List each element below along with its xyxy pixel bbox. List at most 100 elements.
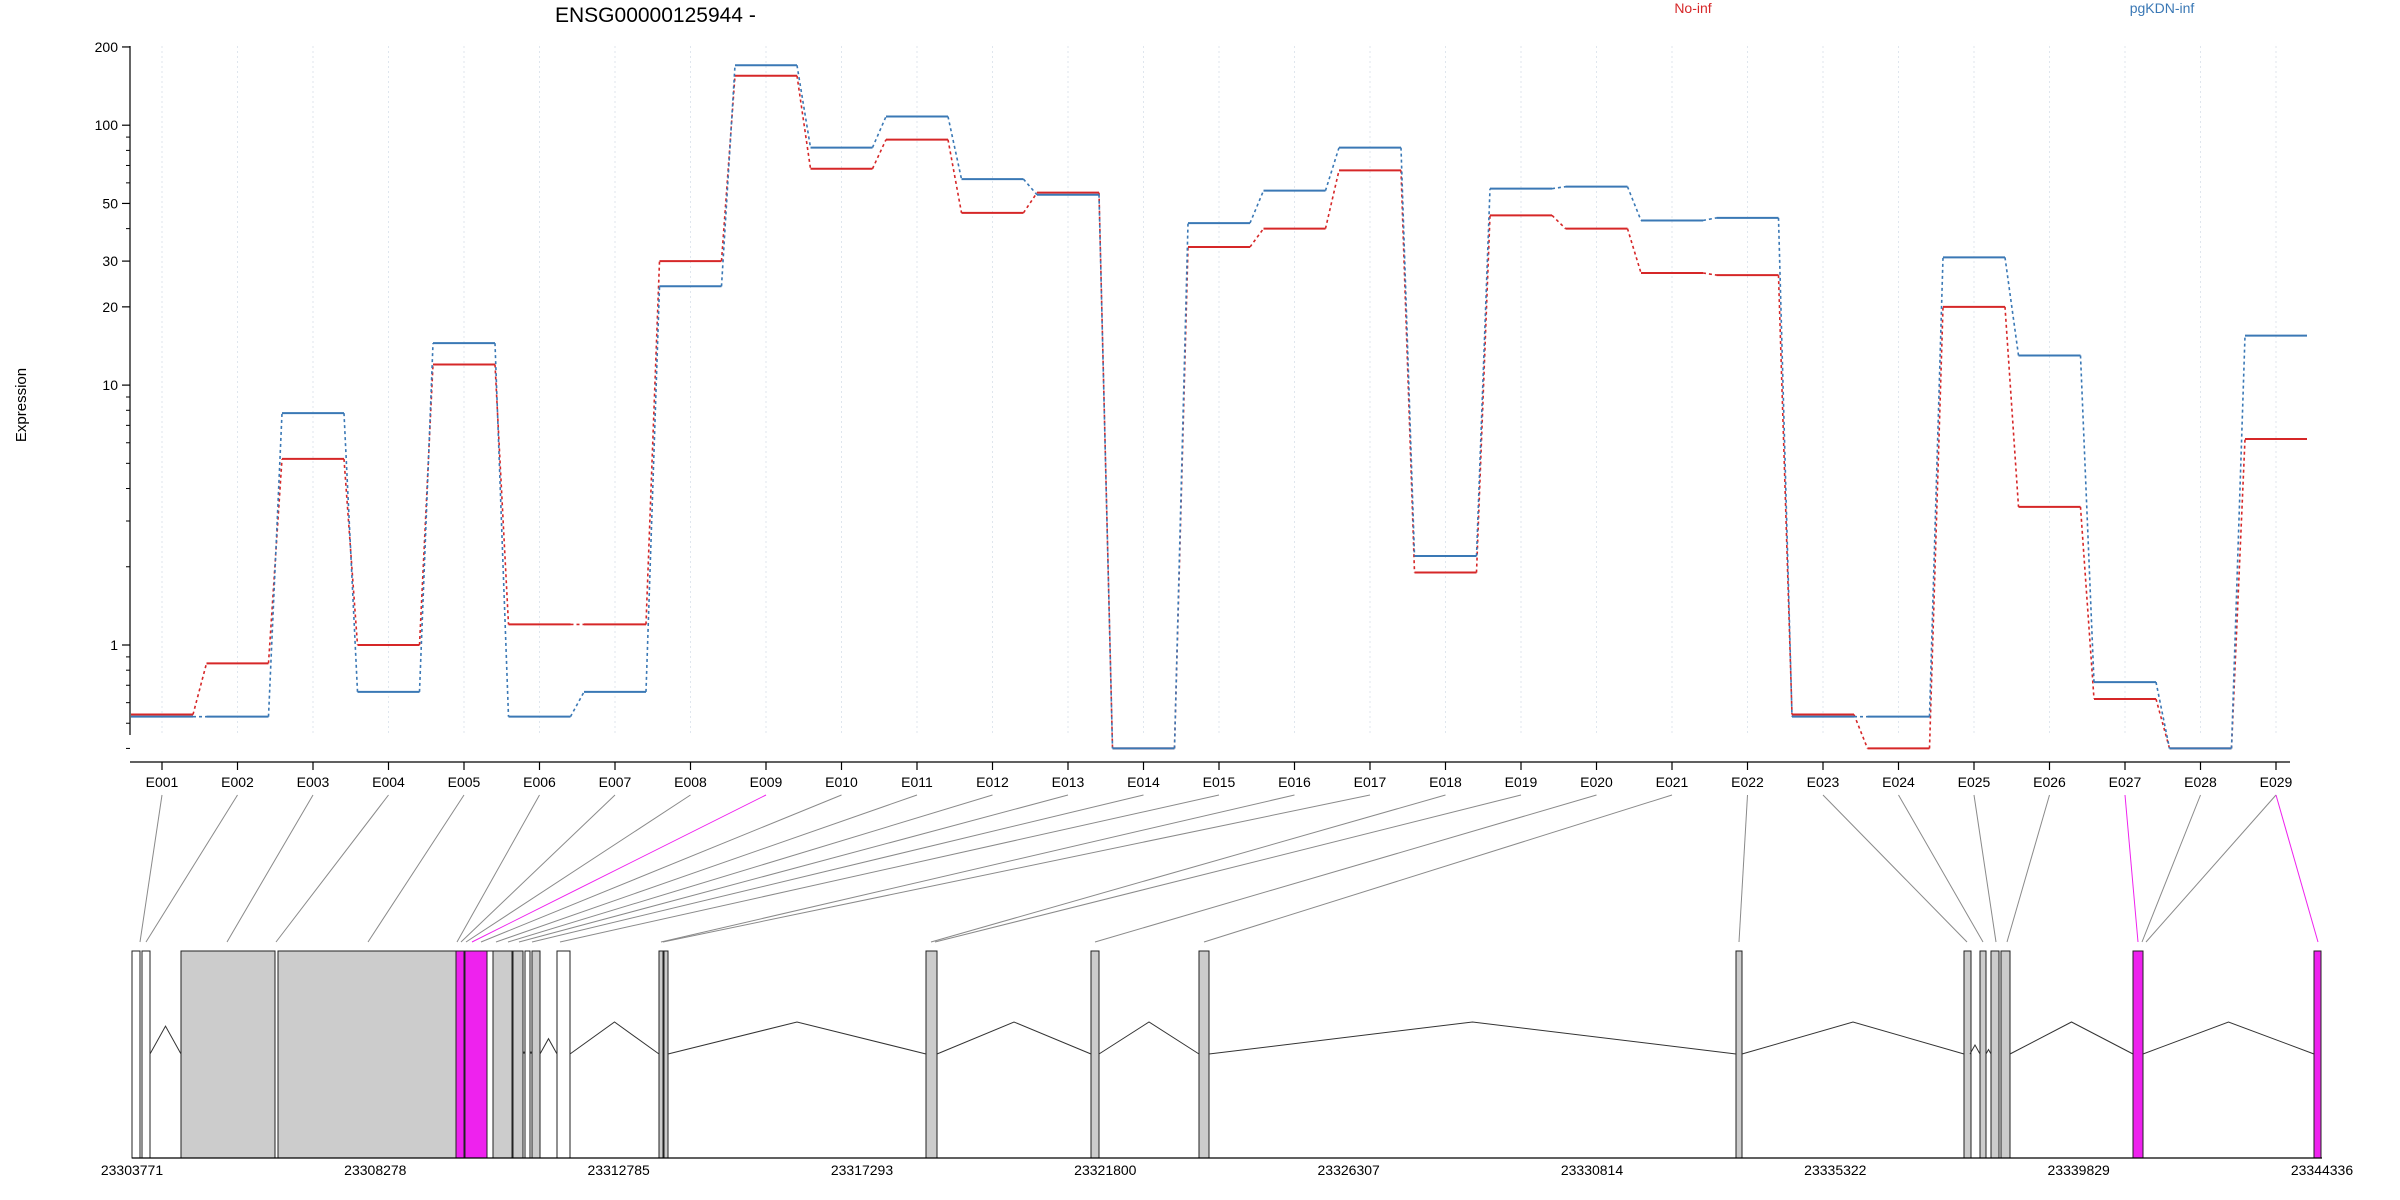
exon-connector <box>1973 794 1997 943</box>
series-connector <box>2230 439 2246 749</box>
exon-block <box>1963 950 1972 1159</box>
series-connector <box>343 413 359 692</box>
series-connector <box>343 458 359 646</box>
y-tick-label: 10 <box>102 377 118 393</box>
exon-block <box>925 950 938 1159</box>
expression-series <box>131 64 2307 750</box>
series-connector <box>1022 178 1038 196</box>
coord-tick-label: 23321800 <box>1074 1162 1137 1178</box>
coord-tick-label: 23303771 <box>101 1162 164 1178</box>
series-connector <box>1022 192 1038 214</box>
exon-connector <box>1898 794 1984 943</box>
exon-connector <box>662 794 1371 943</box>
intron-line <box>569 1021 660 1055</box>
y-tick-label: 200 <box>95 39 119 55</box>
exon-block <box>1979 950 1987 1159</box>
x-tick-label: E026 <box>2033 774 2066 790</box>
x-tick-label: E020 <box>1580 774 1613 790</box>
series-connector <box>2004 257 2020 356</box>
intron-line <box>1208 1021 1737 1055</box>
x-tick-label: E022 <box>1731 774 1764 790</box>
series-connector <box>1626 228 1642 274</box>
exon-connector <box>518 794 1069 943</box>
exon-connector <box>456 794 540 943</box>
exon-connector <box>2141 794 2201 943</box>
exon-connector <box>660 794 1295 943</box>
exon-block <box>2000 950 2011 1159</box>
exon-block <box>180 950 276 1159</box>
x-tick-label: E018 <box>1429 774 1462 790</box>
series-connector <box>1400 170 1416 573</box>
series-connector <box>1324 170 1340 229</box>
exon-connector <box>2275 794 2319 943</box>
x-tick-label: E021 <box>1656 774 1689 790</box>
y-tick-label: 20 <box>102 299 118 315</box>
intron-line <box>1985 1048 1992 1055</box>
coord-tick-label: 23330814 <box>1561 1162 1624 1178</box>
y-tick-label: 50 <box>102 195 118 211</box>
x-tick-label: E015 <box>1203 774 1236 790</box>
coord-tick-label: 23317293 <box>831 1162 894 1178</box>
exon-block <box>1735 950 1743 1159</box>
series-connector <box>1928 306 1944 749</box>
series-connector <box>1173 223 1189 749</box>
series-connector <box>871 139 887 170</box>
series-connector <box>1475 188 1491 557</box>
coord-tick-label: 23339829 <box>2048 1162 2111 1178</box>
intron-line <box>2009 1021 2134 1055</box>
exon-connector <box>145 794 238 943</box>
coord-tick-label: 23344336 <box>2291 1162 2354 1178</box>
intron-line <box>2142 1021 2315 1055</box>
series-connector <box>1324 147 1340 191</box>
series-connector <box>2079 355 2095 683</box>
exon-connector <box>2124 794 2139 943</box>
exon-block <box>131 950 141 1159</box>
exon-block <box>141 950 151 1159</box>
exon-block <box>658 950 664 1159</box>
x-tick-label: E006 <box>523 774 556 790</box>
series-connector <box>267 413 283 717</box>
y-axis-label: Expression <box>13 368 30 442</box>
coord-tick-label: 23335322 <box>1804 1162 1867 1178</box>
x-tick-label: E008 <box>674 774 707 790</box>
intron-line <box>539 1037 558 1055</box>
series-connector <box>947 139 963 213</box>
exon-block <box>1198 950 1210 1159</box>
x-tick-label: E011 <box>901 774 933 790</box>
series-no-inf <box>131 74 2307 750</box>
series-connector <box>418 343 434 692</box>
series-connector <box>947 116 963 180</box>
series-connector <box>1249 228 1265 248</box>
vertical-gridlines <box>161 46 2277 735</box>
exon-connector <box>934 794 1522 943</box>
exon-block <box>556 950 571 1159</box>
legend-entry-pgkdn-inf: pgKDN-inf <box>2130 0 2195 16</box>
x-tick-label: E002 <box>221 774 254 790</box>
y-tick-label: 30 <box>102 253 118 269</box>
series-connector <box>1551 185 1566 190</box>
exon-connector <box>495 794 918 943</box>
exon-connector <box>531 794 1144 943</box>
coord-tick-label: 23326307 <box>1318 1162 1381 1178</box>
x-tick-label: E012 <box>976 774 1009 790</box>
exon-block <box>2313 950 2322 1159</box>
series-connector <box>1853 714 1869 749</box>
series-connector <box>267 458 283 664</box>
series-connector <box>720 65 736 287</box>
coord-tick-label: 23308278 <box>344 1162 407 1178</box>
x-tick-label: E023 <box>1807 774 1840 790</box>
exon-connector <box>1094 794 1597 943</box>
x-tick-label: E005 <box>448 774 481 790</box>
series-connector <box>1249 190 1265 224</box>
exon-connector <box>2006 794 2050 943</box>
series-connector <box>1702 217 1717 222</box>
x-tick-label: E010 <box>825 774 858 790</box>
exon-connector <box>139 794 163 943</box>
y-tick-label: 1 <box>110 637 118 653</box>
series-connector <box>1702 272 1717 276</box>
series-connector <box>192 663 208 715</box>
series-connector <box>1551 214 1567 230</box>
intron-line <box>936 1021 1092 1055</box>
exon-block <box>524 950 531 1159</box>
legend-entry-no-inf: No-inf <box>1674 0 1711 16</box>
